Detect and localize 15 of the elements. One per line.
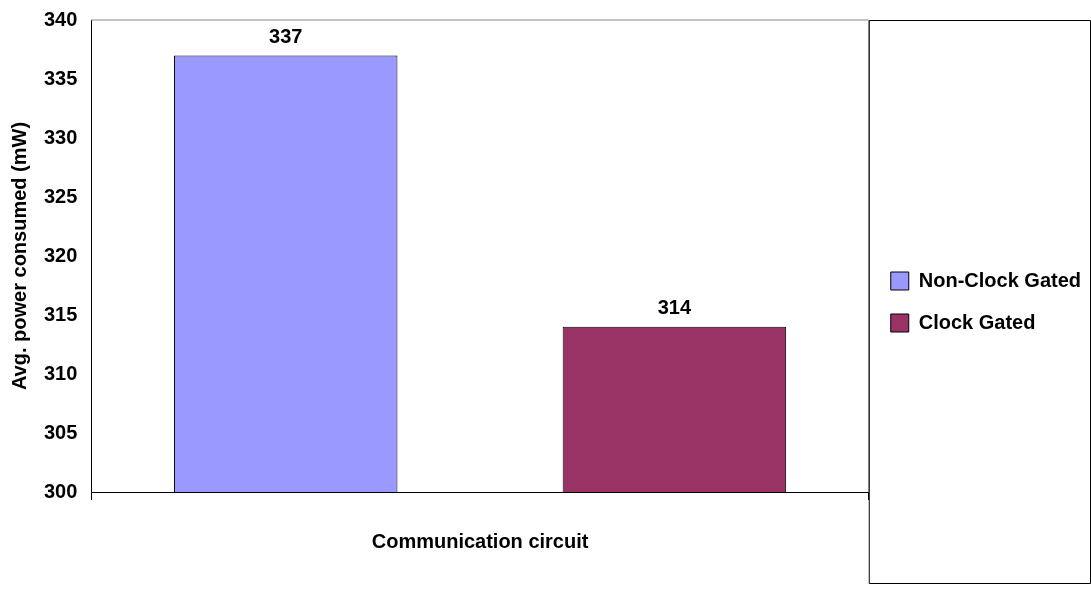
y-tick-label: 310 [43,361,78,384]
y-tick-label: 320 [43,243,78,266]
y-tick-label: 300 [43,479,78,502]
legend-label: Clock Gated [918,310,1036,333]
y-tick-label: 330 [43,125,78,148]
y-tick-label: 305 [43,420,78,443]
y-tick-label: 340 [43,7,78,30]
y-axis-title: Avg. power consumed (mW) [7,121,30,391]
x-tick-label: Communication circuit [371,529,589,552]
y-tick-label: 325 [43,184,78,207]
legend-label: Non-Clock Gated [918,268,1082,291]
y-tick-label: 315 [43,302,78,325]
data-label: 314 [657,296,692,319]
data-label: 337 [269,24,303,47]
y-tick-label: 335 [43,66,78,89]
